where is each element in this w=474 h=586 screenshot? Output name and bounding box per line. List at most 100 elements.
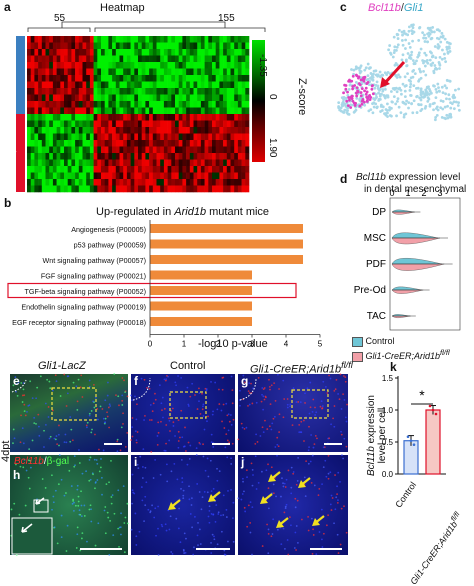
heatmap-cell [234,75,239,82]
k-y-tick-label: 0.5 [382,438,394,447]
heatmap-cell [193,120,198,128]
heatmap-cell [101,172,105,180]
heatmap-cell [160,55,165,63]
umap-point [415,95,418,99]
umap-point [438,29,442,33]
heatmap-cell [219,127,224,134]
heatmap-cell [41,42,46,50]
heatmap-cell [197,75,202,82]
umap-point [448,113,452,116]
umap-point [392,35,396,39]
umap-point [371,73,374,77]
heatmap-cell [119,159,124,167]
umap-point [441,34,445,38]
heatmap-cell [215,166,220,173]
heatmap-cell [193,94,198,102]
umap-point [377,99,381,102]
heatmap-cell [141,179,146,186]
heatmap-cell [171,107,176,115]
panel-c-legend: Bcl11b/Gli1 [368,2,424,14]
heatmap-cell [156,133,161,141]
heatmap-cell [141,185,146,193]
umap-point [454,88,457,92]
heatmap-cell [71,88,76,95]
heatmap-cell [104,36,109,43]
umap-point [342,98,345,102]
heatmap-cell [130,159,135,167]
heatmap-cell [234,133,239,141]
heatmap-cell [204,166,209,173]
heatmap-cell [86,179,91,186]
heatmap-cell [230,42,235,50]
heatmap-cell [138,42,142,50]
umap-point [367,109,371,113]
heatmap-cell [34,107,39,115]
heatmap-cell [200,159,205,167]
panel-a-label: a [4,0,11,14]
heatmap-cell [45,101,50,108]
umap-point [407,29,411,33]
heatmap-cell [212,107,216,115]
heatmap-cell [56,179,61,186]
heatmap-cell [193,153,198,160]
heatmap-cell [112,153,117,160]
control-group-bar [16,36,25,114]
heatmap-cell [171,88,176,95]
heatmap-cell [126,133,131,141]
heatmap-cell [67,101,72,108]
heatmap-cell [134,120,139,128]
heatmap-cell [45,36,50,43]
heatmap-cell [52,179,57,186]
heatmap-cell [186,153,191,160]
umap-point [412,62,416,66]
umap-point [434,96,438,99]
panel-c-label: c [340,0,347,14]
umap-point [397,28,401,32]
heatmap-cell [237,133,242,141]
heatmap-cell [93,49,98,56]
umap-point [431,26,435,29]
umap-point [437,37,441,41]
heatmap-cell [245,159,250,167]
heatmap-cell [160,120,165,128]
heatmap-cell [60,127,65,134]
heatmap-cell [160,81,165,89]
pathway-bar [150,286,252,295]
heatmap-cell [119,68,124,76]
heatmap-cell [219,101,224,108]
heatmap-cell [45,172,50,180]
heatmap-cell [134,42,139,50]
heatmap-cell [241,179,246,186]
heatmap-cell [156,114,161,121]
heatmap-cell [52,68,57,76]
b-x-tick-label: 1 [182,340,187,349]
heatmap-cell [45,133,50,141]
heatmap-cell [230,133,235,141]
umap-point [423,40,427,43]
heatmap-cell [86,153,91,160]
heatmap-cell [156,55,161,63]
heatmap-cell [197,114,202,121]
heatmap-cell [123,159,128,167]
umap-point [394,74,398,78]
heatmap-cell [171,94,176,102]
heatmap-cell [237,179,242,186]
heatmap-cell [178,55,183,63]
heatmap-cell [160,68,165,76]
umap-point [349,103,353,107]
pathway-bar-chart: Angiogenesis (P00005)p53 pathway (P00059… [7,220,323,349]
heatmap-cell [163,179,168,186]
heatmap-cell [175,107,179,115]
heatmap-cell [56,88,61,95]
heatmap-cell [237,140,242,147]
heatmap-cell [38,133,43,141]
heatmap-cell [126,55,131,63]
heatmap-cell [208,101,213,108]
umap-point [358,69,362,72]
heatmap-cell [197,120,202,128]
heatmap-cell [175,172,179,180]
heatmap-cell [67,179,72,186]
umap-point [434,116,438,119]
heatmap-cell [71,81,76,89]
heatmap-cell [71,49,76,56]
